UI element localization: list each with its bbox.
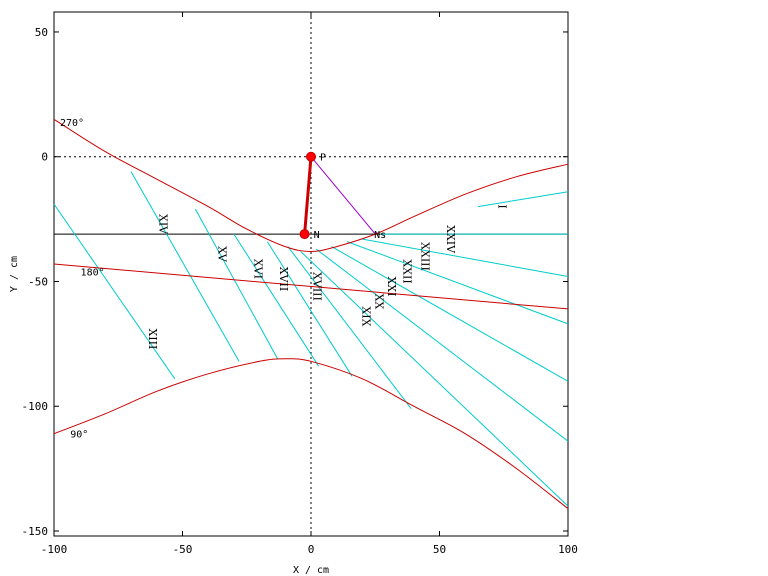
hour-label: XX	[372, 294, 385, 310]
hour-line	[331, 246, 569, 382]
hour-label: XVII	[277, 267, 290, 291]
x-tick-label: 50	[433, 543, 446, 556]
y-axis-label: Y / cm	[9, 256, 20, 292]
x-tick-label: -100	[41, 543, 68, 556]
x-tick-label: 0	[308, 543, 315, 556]
hour-label: XV	[215, 246, 228, 263]
hour-label: I	[496, 204, 509, 208]
point-label-ns: Ns	[374, 230, 386, 241]
hour-line	[53, 203, 176, 380]
hour-label: XXIV	[444, 225, 457, 254]
hour-line	[477, 191, 569, 208]
hour-line	[315, 248, 569, 442]
hour-label: XVIII	[311, 272, 324, 301]
hour-line	[194, 208, 279, 360]
point-label-n: N	[314, 230, 320, 241]
x-axis-label: X / cm	[293, 565, 329, 576]
hour-label: XIV	[156, 214, 169, 235]
x-tick-label: 100	[558, 543, 578, 556]
hour-line	[287, 246, 412, 410]
curve-line	[53, 263, 569, 310]
hour-label: XXIII	[418, 242, 431, 271]
style-lines	[303, 156, 376, 235]
y-tick-label: 0	[41, 151, 48, 164]
hour-line	[362, 238, 569, 277]
point-label-p: P	[320, 153, 326, 164]
angle-label: 90°	[70, 430, 88, 441]
hour-lines	[53, 171, 569, 507]
curves	[53, 118, 569, 509]
point-markers: P N Ns	[299, 151, 386, 241]
hour-label: XVI	[251, 259, 264, 279]
hour-line	[233, 233, 320, 367]
curve-line	[53, 358, 569, 509]
x-tick-label: -50	[173, 543, 193, 556]
substyle-line	[310, 156, 376, 235]
y-tick-label: -150	[22, 525, 49, 538]
point-marker-p	[306, 151, 316, 162]
angle-label: 270°	[60, 118, 84, 129]
style-line	[303, 156, 313, 235]
hour-label: XIII	[146, 328, 159, 349]
y-tick-label: -100	[22, 400, 49, 413]
hour-label: XIX	[359, 306, 372, 326]
hour-line	[346, 241, 569, 325]
curve-line	[53, 118, 569, 253]
axis-ticks: -100 -50 0 50 100 50 0 -50 -100 -150	[22, 12, 578, 556]
hour-label: XXII	[400, 259, 413, 283]
point-marker-n	[299, 229, 310, 240]
hour-line	[266, 241, 353, 377]
hour-line	[300, 251, 569, 507]
y-tick-label: 50	[35, 26, 48, 39]
y-tick-label: -50	[28, 275, 48, 288]
angle-label: 180°	[81, 268, 105, 279]
hour-label: XXI	[385, 276, 398, 296]
hour-line	[130, 171, 240, 362]
